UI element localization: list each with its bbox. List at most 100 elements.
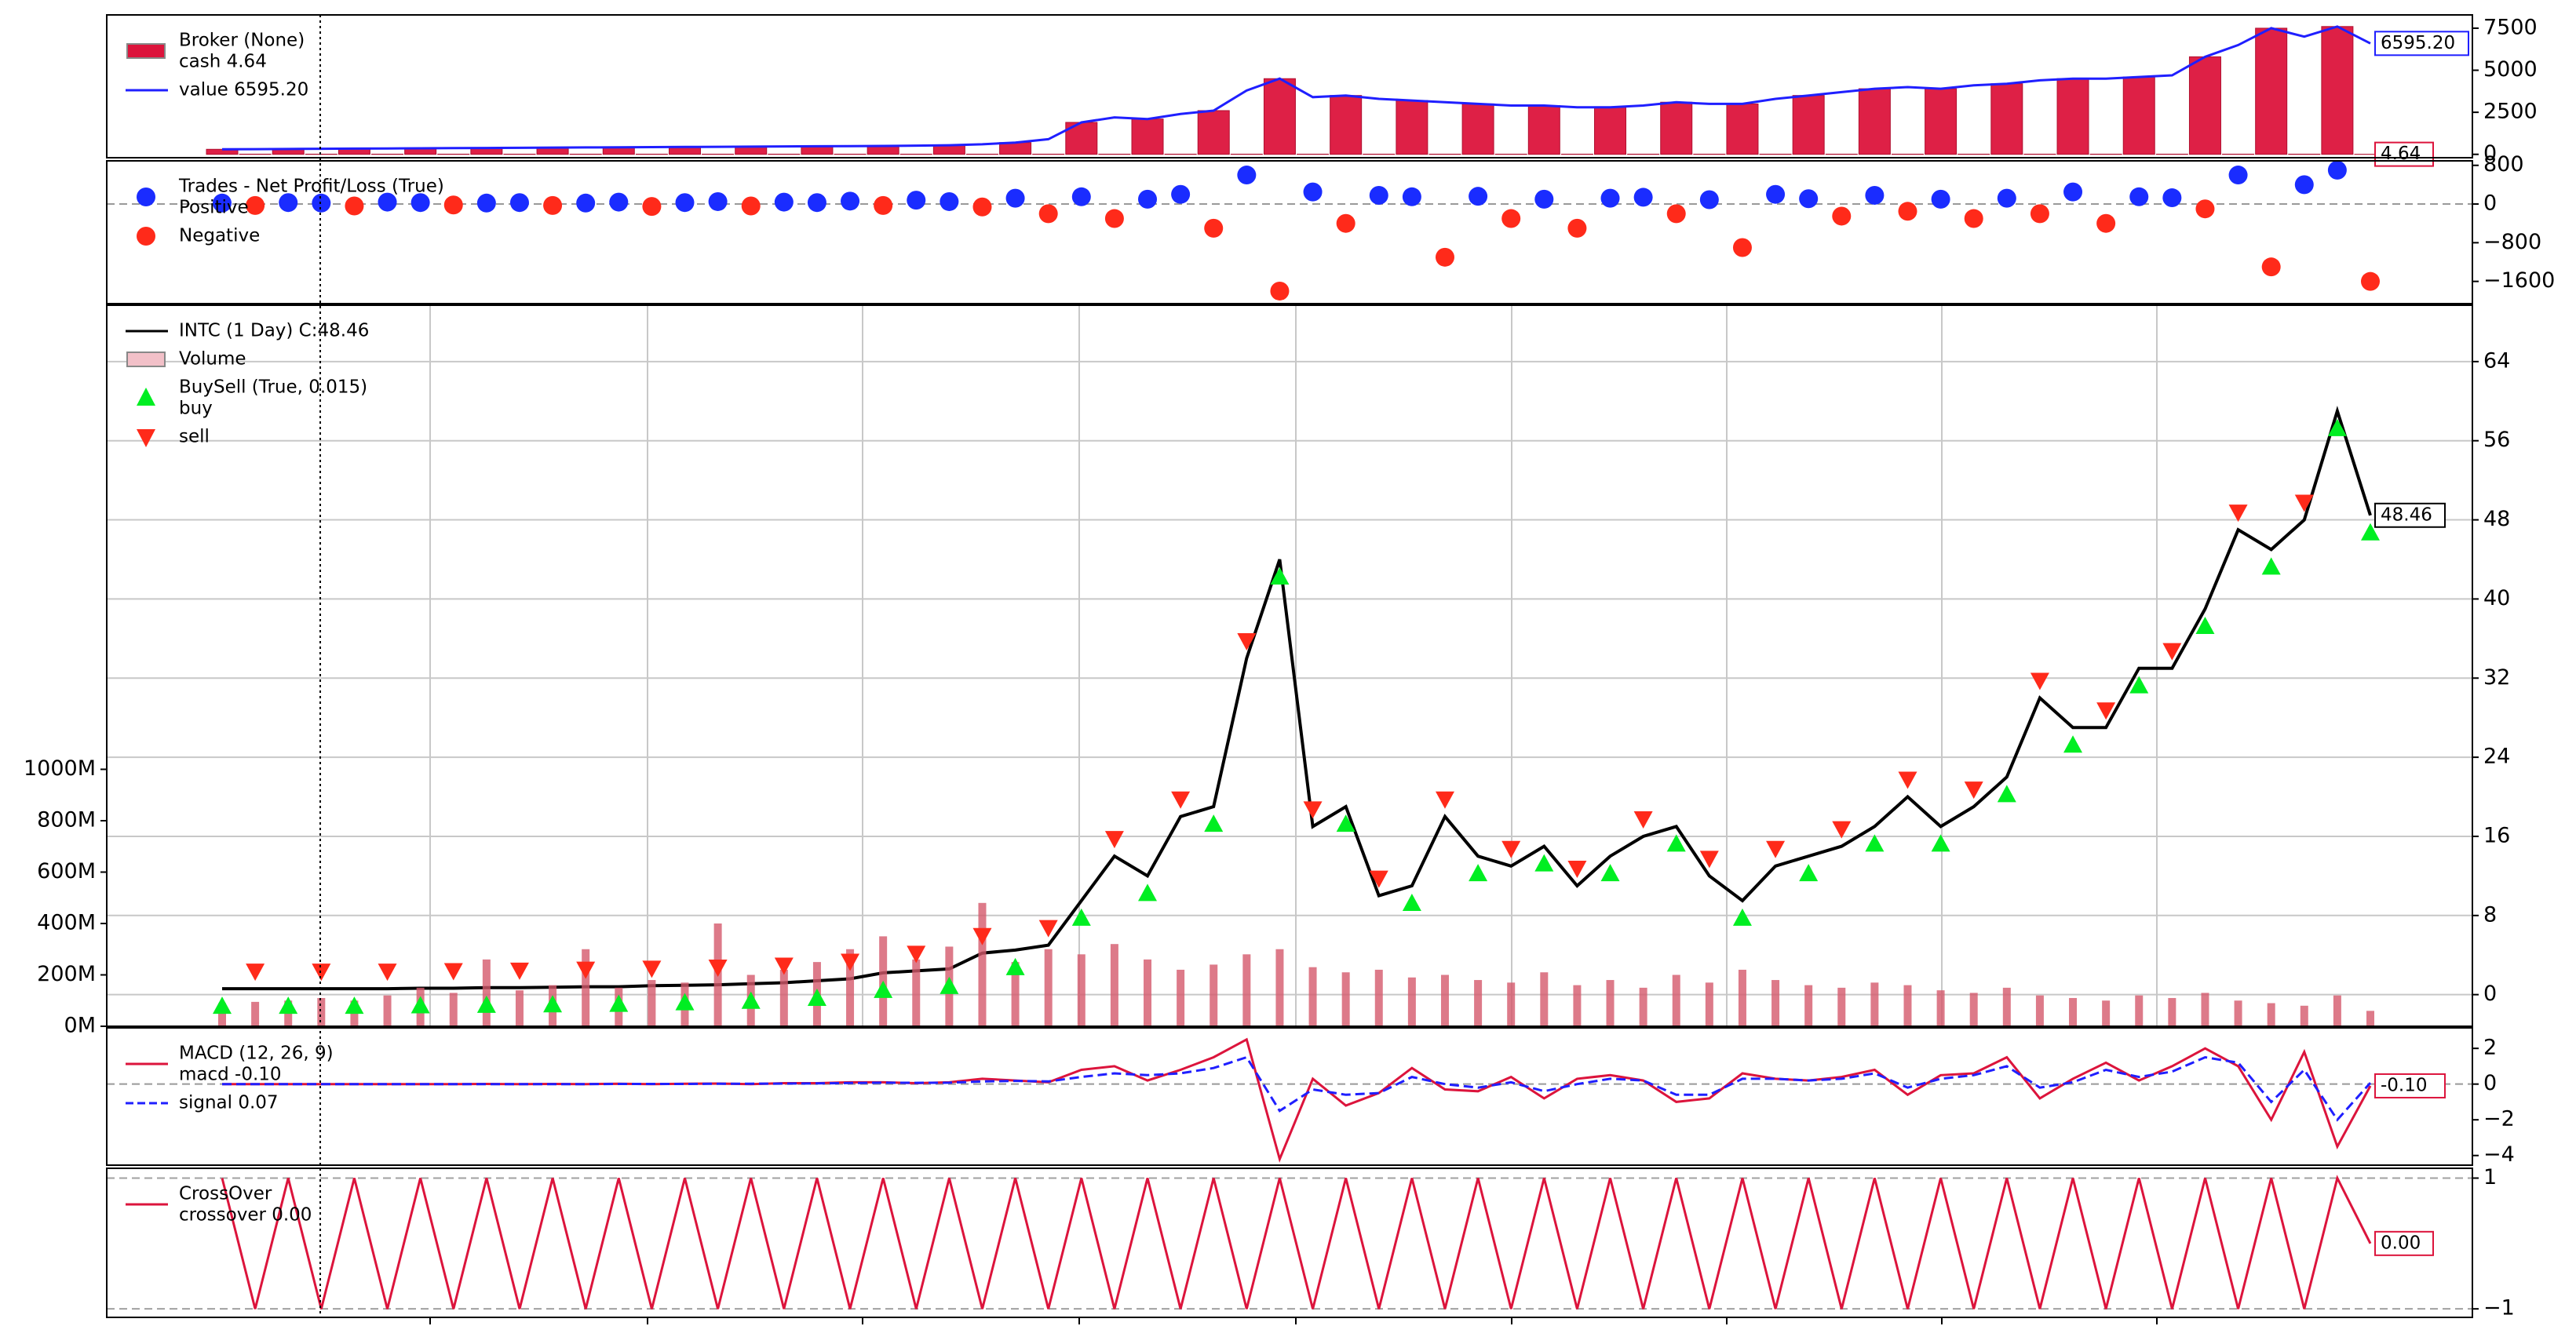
buy-marker: [1799, 864, 1819, 882]
bar: [1210, 964, 1218, 1026]
trade-point: [1336, 213, 1356, 233]
sell-marker: [576, 961, 596, 979]
legend-title: CrossOver: [179, 1184, 272, 1204]
trade-point: [576, 193, 596, 213]
bar: [1144, 959, 1152, 1026]
sell-marker: [2294, 494, 2314, 512]
y-tick-label: 0: [2483, 1071, 2497, 1095]
sell-marker: [246, 964, 265, 982]
sell-marker: [1171, 791, 1191, 809]
buy-marker: [874, 980, 893, 998]
sell-marker: [1633, 811, 1653, 829]
sell-marker: [1699, 851, 1719, 869]
sell-marker: [841, 953, 860, 971]
legend-label: buy: [179, 399, 213, 419]
buy-marker: [1666, 834, 1686, 852]
trade-point: [1402, 187, 1421, 206]
trade-point: [2063, 182, 2083, 202]
bar: [1374, 969, 1383, 1026]
sell-marker: [2228, 505, 2248, 523]
sell-marker: [1038, 920, 1058, 938]
sell-marker: [2096, 702, 2116, 720]
panel-frame: [106, 304, 2473, 1027]
bar: [2201, 993, 2209, 1026]
bar: [1461, 103, 1494, 155]
bar: [1044, 949, 1053, 1026]
panel-frame: [106, 14, 2473, 158]
bar: [2035, 995, 2044, 1026]
trade-point: [279, 193, 298, 213]
bar: [2267, 1003, 2275, 1026]
y2-tick-label: 600M: [37, 859, 96, 883]
trade-point: [213, 193, 232, 213]
sell-marker: [708, 960, 728, 978]
buy-marker: [609, 994, 629, 1012]
trade-point: [1237, 166, 1257, 185]
y-tick-label: 64: [2483, 348, 2510, 373]
trade-point: [874, 195, 893, 215]
buy-marker: [1336, 814, 1356, 832]
legend-title: MACD (12, 26, 9): [179, 1044, 334, 1064]
series-line: [222, 1055, 2372, 1122]
last-value-box: [2374, 502, 2446, 528]
trade-point: [2030, 204, 2049, 224]
buy-marker: [2261, 557, 2281, 575]
buy-marker: [410, 996, 430, 1014]
buy-marker: [279, 996, 298, 1015]
trade-point: [972, 197, 992, 217]
bar: [1738, 969, 1746, 1026]
bar: [1969, 993, 1978, 1026]
y-tick-label: 48: [2483, 507, 2510, 531]
trade-point: [1204, 218, 1224, 238]
bar: [1705, 982, 1713, 1026]
buy-marker: [213, 996, 232, 1015]
legend-label: sell: [179, 427, 210, 447]
trade-point: [2261, 257, 2281, 277]
legend-title: BuySell (True, 0.015): [179, 377, 367, 398]
trade-point: [1865, 185, 1885, 205]
bar: [1903, 985, 1912, 1026]
bar: [251, 1001, 260, 1026]
buy-marker: [1732, 908, 1752, 926]
bar: [2321, 26, 2354, 155]
bar: [383, 995, 392, 1026]
trade-point: [2195, 199, 2215, 219]
panel-frame: [106, 1168, 2473, 1318]
buy-marker: [1469, 864, 1488, 882]
y-tick-label: 0: [2483, 191, 2497, 216]
trade-point: [443, 195, 463, 215]
bar: [867, 145, 899, 155]
bar: [1440, 974, 1449, 1026]
buy-marker: [940, 976, 959, 994]
y-tick-label: 5000: [2483, 57, 2538, 82]
sell-marker: [509, 962, 529, 980]
sell-marker: [2162, 643, 2182, 661]
bar: [1870, 982, 1879, 1026]
sell-marker: [907, 945, 926, 964]
trade-point: [345, 196, 364, 216]
buy-marker: [2063, 735, 2083, 753]
buy-marker: [1005, 957, 1025, 975]
trade-point: [2162, 188, 2182, 208]
trade-point: [1005, 188, 1025, 208]
sell-marker: [1501, 840, 1521, 858]
bar: [1990, 83, 2023, 155]
bar: [2255, 27, 2288, 155]
bar: [1341, 972, 1350, 1026]
y-tick-label: 56: [2483, 428, 2510, 452]
bar: [1639, 987, 1647, 1026]
trade-point: [774, 192, 794, 212]
legend-icon: [137, 188, 155, 206]
trade-point: [1270, 281, 1290, 301]
bar: [1011, 962, 1020, 1026]
y2-tick-label: 400M: [37, 910, 96, 934]
trade-point: [543, 195, 563, 215]
bar: [1308, 967, 1317, 1026]
trade-point: [940, 191, 959, 211]
bar: [2366, 1011, 2374, 1026]
sell-marker: [1303, 801, 1323, 819]
y-tick-label: 16: [2483, 823, 2510, 847]
legend-label: signal 0.07: [179, 1093, 279, 1113]
legend-label: crossover 0.00: [179, 1205, 312, 1226]
bar: [2333, 995, 2341, 1026]
